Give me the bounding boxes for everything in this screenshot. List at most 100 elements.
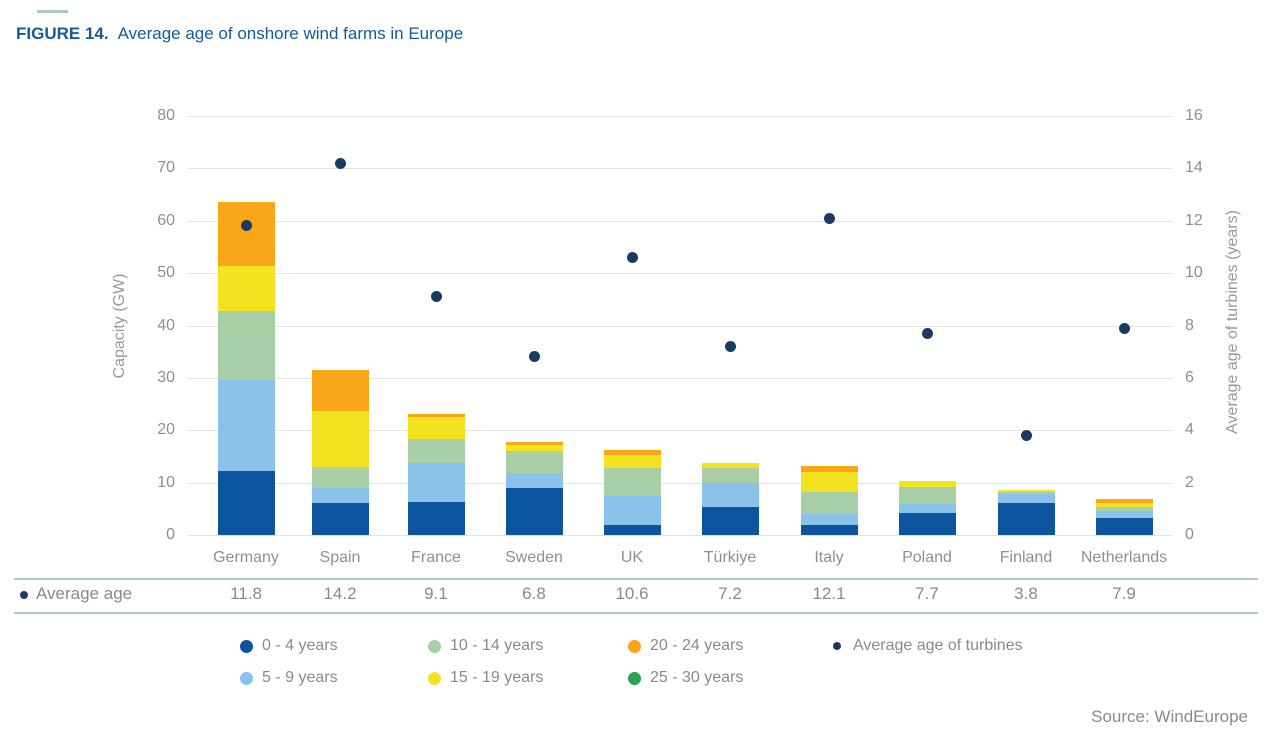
bar-uk-5-9-years [603, 495, 661, 525]
bar-sweden-0-4-years [505, 488, 563, 535]
bar-france-15-19-years [407, 416, 465, 439]
legend-swatch-icon [628, 671, 641, 685]
bar-germany-10-14-years [217, 310, 275, 381]
legend-label: 5 - 9 years [262, 669, 338, 686]
y-axis-right-tick-label: 4 [1185, 421, 1194, 439]
legend-label: Average age of turbines [853, 637, 1023, 654]
avg-age-dot-netherlands [1118, 322, 1130, 334]
y-axis-left-tick-label: 50 [157, 264, 175, 282]
bar-sweden-20-24-years [505, 442, 563, 445]
bar-italy-10-14-years [800, 491, 858, 515]
avg-age-dot-spain [334, 157, 346, 169]
bar-poland-10-14-years [898, 486, 956, 505]
legend-swatch-icon [240, 639, 253, 653]
bar-sweden-10-14-years [505, 450, 563, 473]
figure-label: FIGURE 14. [16, 24, 109, 43]
x-axis-label-italy: Italy [814, 549, 844, 566]
bar-italy-0-4-years [800, 525, 858, 535]
gridline [188, 220, 1172, 222]
bar-netherlands-20-24-years [1095, 499, 1153, 503]
x-axis-label-uk: UK [620, 549, 644, 566]
average-age-value-sweden: 6.8 [522, 584, 546, 603]
bar-spain-15-19-years [311, 410, 369, 467]
y-axis-right-tick-label: 0 [1185, 526, 1194, 543]
x-axis-label-finland: Finland [999, 549, 1053, 566]
y-axis-left-tick-label: 80 [157, 107, 175, 124]
bar-netherlands-5-9-years [1095, 511, 1153, 519]
x-axis-label-türkiye: Türkiye [703, 549, 757, 566]
gridline [188, 273, 1172, 275]
figure-title: FIGURE 14. Average age of onshore wind fa… [16, 24, 463, 44]
legend-item-10-14-years: 10 - 14 years [428, 636, 543, 656]
gridline [188, 325, 1172, 327]
bar-spain-20-24-years [311, 370, 369, 411]
avg-age-dot-türkiye [724, 340, 736, 352]
average-age-value-poland: 7.7 [915, 584, 939, 603]
table-bottom-border [14, 612, 1258, 614]
bar-türkiye-10-14-years [701, 467, 759, 484]
bar-italy-20-24-years [800, 466, 858, 472]
bar-finland-10-14-years [997, 492, 1055, 494]
y-axis-left-tick-label: 70 [157, 159, 175, 177]
bar-france-10-14-years [407, 438, 465, 464]
bar-france-20-24-years [407, 414, 465, 417]
accent-rule [37, 10, 68, 13]
legend-swatch-icon [428, 671, 441, 685]
x-axis-label-sweden: Sweden [505, 549, 563, 566]
bar-germany-0-4-years [217, 470, 275, 535]
y-axis-left-tick-label: 0 [166, 526, 175, 543]
source-credit: Source: WindEurope [1091, 707, 1248, 726]
bar-spain-0-4-years [311, 502, 369, 535]
legend-swatch-icon [240, 671, 253, 685]
bar-spain-5-9-years [311, 487, 369, 503]
avg-age-dot-sweden [528, 351, 540, 363]
bar-france-5-9-years [407, 463, 465, 502]
y-axis-right-tick-label: 8 [1185, 316, 1194, 334]
avg-age-dot-finland [1020, 429, 1032, 441]
bar-poland-5-9-years [898, 504, 956, 513]
legend-label: 20 - 24 years [650, 637, 744, 654]
bar-netherlands-0-4-years [1095, 518, 1153, 535]
avg-age-dot-france [430, 291, 442, 303]
bar-germany-20-24-years [217, 202, 275, 267]
bar-uk-15-19-years [603, 454, 661, 468]
legend-label: 15 - 19 years [450, 669, 544, 686]
bar-finland-15-19-years [997, 490, 1055, 493]
bar-uk-10-14-years [603, 467, 661, 496]
average-age-value-germany: 11.8 [230, 584, 262, 603]
x-axis-label-france: France [411, 549, 461, 566]
bar-uk-0-4-years [603, 524, 661, 535]
y-axis-left-tick-label: 30 [157, 368, 175, 386]
average-age-value-italy: 12.1 [812, 584, 846, 603]
bar-germany-15-19-years [217, 266, 275, 311]
average-age-key-dot [20, 591, 28, 599]
bar-france-0-4-years [407, 502, 465, 535]
gridline [188, 168, 1172, 170]
bar-poland-15-19-years [898, 480, 956, 487]
legend-label: 0 - 4 years [262, 637, 338, 654]
y-axis-right-tick-label: 14 [1185, 159, 1203, 177]
avg-age-dot-poland [921, 327, 933, 339]
x-axis-label-netherlands: Netherlands [1080, 549, 1168, 566]
legend-swatch-icon [628, 639, 641, 653]
avg-age-dot-italy [823, 212, 835, 224]
bar-italy-5-9-years [800, 514, 858, 526]
bar-türkiye-15-19-years [701, 463, 759, 468]
average-age-value-france: 9.1 [424, 584, 448, 603]
average-age-value-netherlands: 7.9 [1112, 584, 1136, 603]
legend-item-20-24-years: 20 - 24 years [628, 636, 743, 656]
bar-uk-20-24-years [603, 449, 661, 455]
y-axis-right-tick-label: 6 [1185, 368, 1194, 386]
legend-label: 10 - 14 years [450, 637, 544, 654]
bar-spain-10-14-years [311, 466, 369, 488]
average-age-value-uk: 10.6 [615, 584, 649, 603]
x-axis-label-germany: Germany [213, 549, 279, 566]
avg-age-dot-uk [626, 251, 638, 263]
y-axis-right-tick-label: 12 [1185, 211, 1203, 229]
y-axis-left-tick-label: 20 [157, 421, 175, 439]
gridline [188, 116, 1172, 117]
